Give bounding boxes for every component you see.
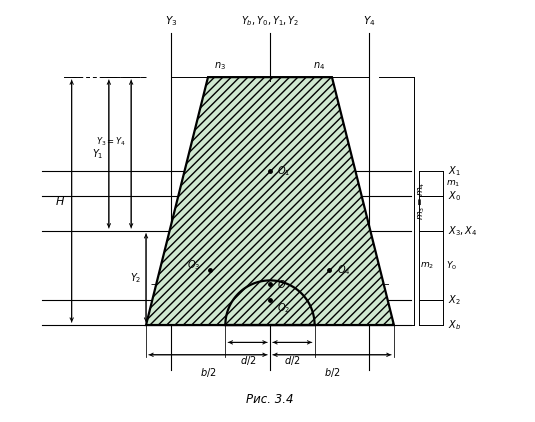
Text: $X_b$: $X_b$ bbox=[448, 318, 462, 332]
Text: $O_1$: $O_1$ bbox=[278, 165, 291, 178]
Text: $X_1$: $X_1$ bbox=[448, 165, 461, 178]
Text: $m_1$: $m_1$ bbox=[446, 179, 460, 189]
Text: $Y_1$: $Y_1$ bbox=[93, 147, 104, 161]
Text: $d/2$: $d/2$ bbox=[284, 354, 301, 367]
Text: Рис. 3.4: Рис. 3.4 bbox=[246, 393, 294, 406]
Text: $b/2$: $b/2$ bbox=[324, 366, 340, 379]
Text: $O_3$: $O_3$ bbox=[187, 259, 201, 273]
Text: $m_2$: $m_2$ bbox=[420, 260, 434, 271]
Text: $X_0$: $X_0$ bbox=[448, 189, 462, 203]
Text: $Y_b,Y_0,Y_1,Y_2$: $Y_b,Y_0,Y_1,Y_2$ bbox=[241, 14, 299, 27]
Text: $n_4$: $n_4$ bbox=[314, 60, 326, 72]
Text: $X_2$: $X_2$ bbox=[448, 293, 461, 307]
Text: $Y_4$: $Y_4$ bbox=[363, 14, 376, 27]
Text: $n_3$: $n_3$ bbox=[215, 60, 226, 72]
Text: $d/2$: $d/2$ bbox=[240, 354, 256, 367]
Text: $Y_3{=}Y_4$: $Y_3{=}Y_4$ bbox=[96, 135, 126, 148]
PathPatch shape bbox=[146, 77, 394, 325]
Text: $O_4$: $O_4$ bbox=[337, 264, 350, 277]
Text: $b/2$: $b/2$ bbox=[200, 366, 216, 379]
Text: $O_2$: $O_2$ bbox=[278, 301, 291, 314]
Text: $Y_3$: $Y_3$ bbox=[165, 14, 177, 27]
Text: $Y_2$: $Y_2$ bbox=[129, 271, 141, 285]
Text: $Y_0$: $Y_0$ bbox=[446, 259, 457, 272]
Text: $X_3,X_4$: $X_3,X_4$ bbox=[448, 224, 478, 238]
Text: $H$: $H$ bbox=[56, 195, 65, 207]
Text: $O$: $O$ bbox=[278, 278, 287, 290]
Text: $m_3=m_4$: $m_3=m_4$ bbox=[416, 182, 427, 220]
